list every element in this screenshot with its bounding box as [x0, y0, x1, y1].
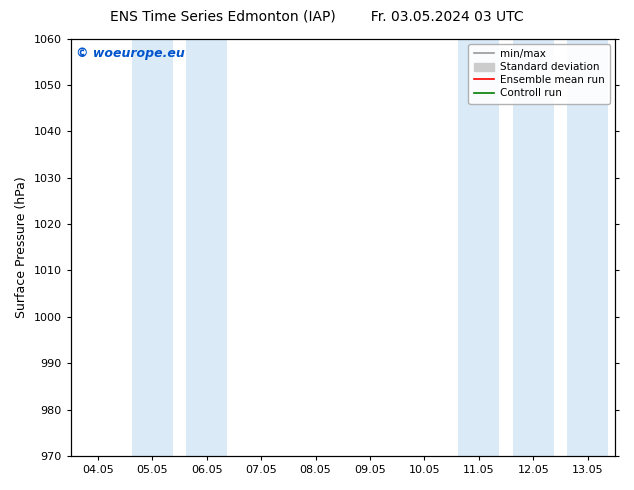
Legend: min/max, Standard deviation, Ensemble mean run, Controll run: min/max, Standard deviation, Ensemble me…: [469, 44, 610, 103]
Bar: [132, 39, 173, 456]
Text: © woeurope.eu: © woeurope.eu: [76, 47, 185, 60]
Bar: [567, 39, 608, 456]
Text: ENS Time Series Edmonton (IAP)        Fr. 03.05.2024 03 UTC: ENS Time Series Edmonton (IAP) Fr. 03.05…: [110, 10, 524, 24]
Bar: [458, 39, 500, 456]
Bar: [186, 39, 228, 456]
Y-axis label: Surface Pressure (hPa): Surface Pressure (hPa): [15, 176, 28, 318]
Bar: [512, 39, 554, 456]
